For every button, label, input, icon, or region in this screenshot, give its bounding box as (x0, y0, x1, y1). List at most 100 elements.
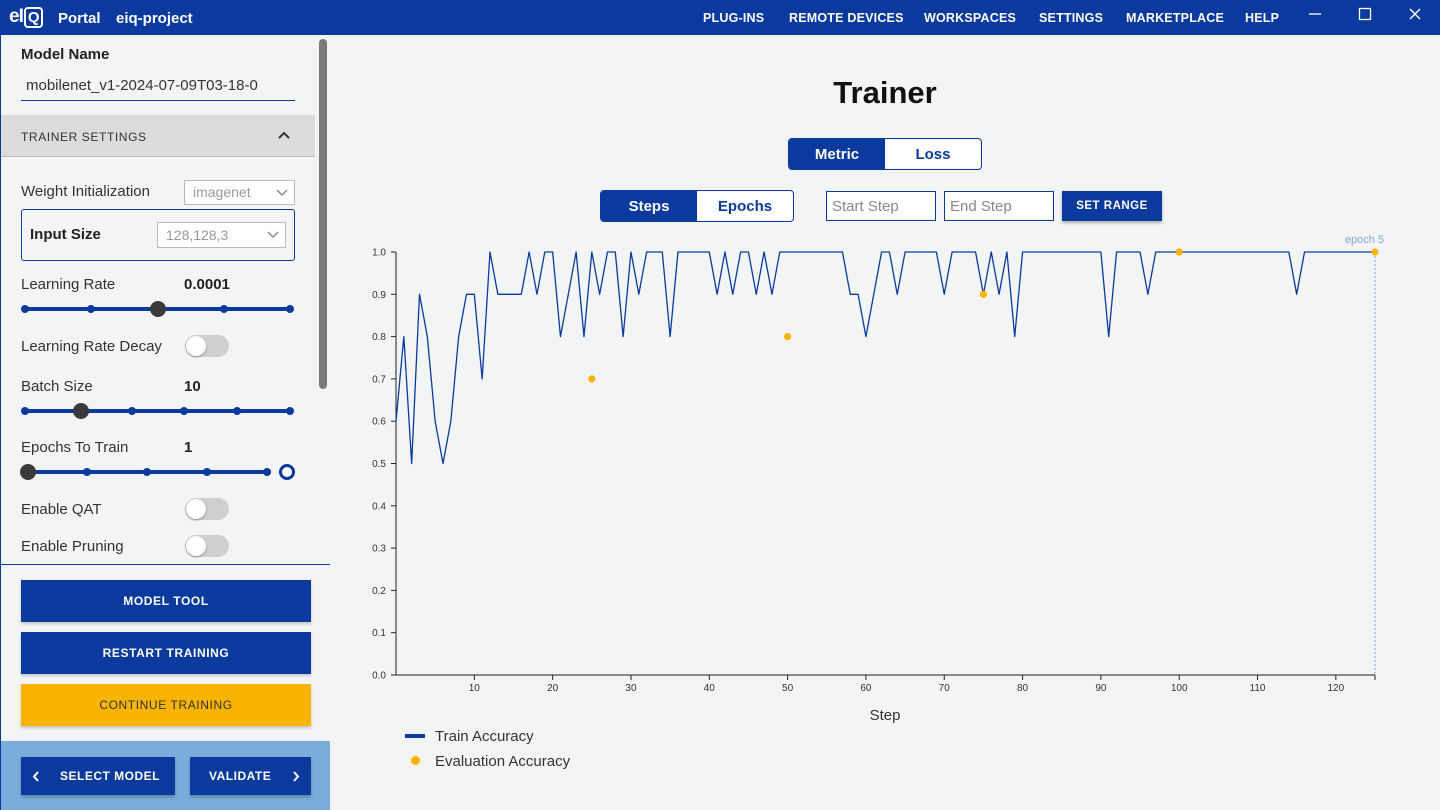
eval-accuracy-point (1371, 248, 1379, 256)
slider-stop[interactable] (180, 407, 188, 415)
chevron-right-icon (293, 771, 300, 782)
validate-button[interactable]: VALIDATE (190, 757, 311, 795)
app-name: Portal (58, 10, 101, 27)
enable-pruning-label: Enable Pruning (21, 538, 124, 555)
slider-thumb[interactable] (20, 464, 36, 480)
restart-training-button[interactable]: RESTART TRAINING (21, 632, 311, 674)
nav-plugins[interactable]: PLUG-INS (703, 11, 765, 25)
x-tick-label: 120 (1327, 683, 1344, 694)
x-tick-label: 70 (939, 683, 951, 694)
learning-rate-value: 0.0001 (184, 276, 230, 293)
slider-stop[interactable] (203, 468, 211, 476)
model-name-input[interactable] (21, 70, 295, 101)
weight-init-select[interactable]: imagenet (184, 180, 295, 205)
tab-loss[interactable]: Loss (915, 145, 951, 163)
y-tick-label: 0.3 (372, 544, 386, 555)
eval-accuracy-point (588, 375, 596, 383)
y-tick-label: 1.0 (372, 248, 386, 259)
enable-pruning-toggle[interactable] (185, 535, 229, 557)
input-size-value: 128,128,3 (166, 227, 229, 243)
continue-training-button[interactable]: CONTINUE TRAINING (21, 684, 311, 726)
slider-stop[interactable] (21, 305, 29, 313)
legend-eval-label: Evaluation Accuracy (435, 753, 571, 770)
slider-stop[interactable] (21, 407, 29, 415)
y-tick-label: 0.1 (372, 628, 386, 639)
accuracy-chart: 0.0 0.1 0.2 0.3 0.4 0.5 0.6 0.7 0.8 0.9 1.0 10 20 30 4… (372, 234, 1384, 694)
slider-stop[interactable] (143, 468, 151, 476)
select-model-label: SELECT MODEL (60, 769, 161, 783)
slider-stop[interactable] (286, 305, 294, 313)
y-tick-label: 0.2 (372, 586, 386, 597)
nav-marketplace[interactable]: MARKETPLACE (1126, 11, 1225, 25)
tab-epochs[interactable]: Epochs (717, 197, 773, 215)
slider-stop[interactable] (286, 407, 294, 415)
select-model-button[interactable]: SELECT MODEL (21, 757, 175, 795)
tab-metric[interactable]: Metric (789, 139, 885, 169)
validate-label: VALIDATE (209, 769, 272, 783)
learning-rate-decay-toggle[interactable] (185, 335, 229, 357)
learning-rate-decay-label: Learning Rate Decay (21, 338, 162, 355)
learning-rate-label: Learning Rate (21, 276, 116, 293)
nav-workspaces[interactable]: WORKSPACES (924, 11, 1017, 25)
title-bar: eI Q Portal eiq-project PLUG-INS REMOTE D… (0, 0, 1440, 35)
tab-steps[interactable]: Steps (601, 191, 697, 221)
close-icon[interactable] (1401, 4, 1429, 30)
weight-init-label: Weight Initialization (21, 183, 150, 200)
epoch-marker-label: epoch 5 (1345, 234, 1384, 246)
slider-thumb[interactable] (73, 403, 89, 419)
y-tick-label: 0.7 (372, 374, 386, 385)
page-title: Trainer (833, 75, 937, 110)
set-range-button[interactable]: SET RANGE (1062, 191, 1162, 221)
x-tick-label: 10 (469, 683, 481, 694)
slider-thumb[interactable] (150, 301, 166, 317)
slider-stop[interactable] (83, 468, 91, 476)
x-tick-label: 30 (625, 683, 637, 694)
nav-settings[interactable]: SETTINGS (1039, 11, 1104, 25)
slider-stop-max[interactable] (279, 464, 295, 480)
main-panel: Trainer Metric Loss Steps Epochs SET RAN… (330, 35, 1440, 810)
axis-toggle: Steps Epochs (600, 190, 794, 222)
train-accuracy-line (395, 251, 1375, 465)
chevron-down-icon (267, 231, 279, 238)
input-size-group: Input Size 128,128,3 (21, 209, 295, 261)
y-tick-label: 0.5 (372, 459, 386, 470)
y-tick-label: 0.8 (372, 332, 386, 343)
start-step-input[interactable] (826, 191, 936, 221)
eval-accuracy-point (1175, 248, 1183, 256)
slider-stop[interactable] (87, 305, 95, 313)
eval-accuracy-point (979, 290, 988, 298)
trainer-settings-header[interactable]: TRAINER SETTINGS (1, 115, 315, 157)
input-size-select[interactable]: 128,128,3 (157, 222, 286, 248)
epochs-value: 1 (184, 439, 193, 456)
chevron-down-icon (276, 189, 288, 196)
legend-eval-swatch (411, 756, 420, 765)
sidebar-divider (1, 564, 331, 565)
slider-track (23, 409, 291, 413)
y-tick-label: 0.0 (372, 671, 386, 682)
weight-init-value: imagenet (193, 184, 251, 200)
chevron-left-icon (32, 771, 39, 782)
maximize-icon[interactable] (1351, 4, 1379, 30)
chevron-up-icon[interactable] (276, 127, 292, 143)
view-toggle: Metric Loss (788, 138, 982, 170)
slider-stop[interactable] (233, 407, 241, 415)
end-step-input[interactable] (944, 191, 1054, 221)
y-tick-label: 0.6 (372, 417, 386, 428)
slider-stop[interactable] (263, 468, 271, 476)
eiq-logo: eI Q (9, 6, 43, 28)
x-tick-label: 40 (704, 683, 716, 694)
enable-qat-label: Enable QAT (21, 501, 102, 518)
nav-remote-devices[interactable]: REMOTE DEVICES (789, 11, 904, 25)
nav-help[interactable]: HELP (1245, 11, 1280, 25)
x-tick-label: 50 (782, 683, 794, 694)
x-tick-label: 110 (1250, 683, 1266, 694)
slider-stop[interactable] (128, 407, 136, 415)
model-tool-button[interactable]: MODEL TOOL (21, 580, 311, 622)
y-tick-label: 0.4 (372, 501, 386, 512)
y-tick-label: 0.9 (372, 290, 386, 301)
minimize-icon[interactable] (1301, 4, 1329, 30)
slider-stop[interactable] (220, 305, 228, 313)
enable-qat-toggle[interactable] (185, 498, 229, 520)
sidebar-scrollbar[interactable] (319, 39, 327, 389)
batch-size-value: 10 (184, 378, 201, 395)
